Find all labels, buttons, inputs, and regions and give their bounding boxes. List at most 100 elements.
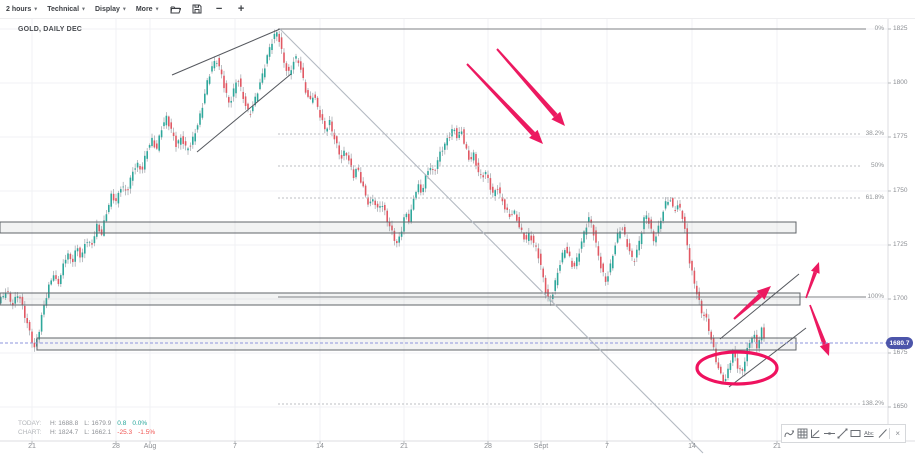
arrow-head: [529, 129, 543, 144]
top-toolbar: 2 hours ▼ Technical ▼ Display ▼ More ▼ − +: [0, 0, 915, 19]
stats-change-percent: -1.5%: [138, 429, 156, 436]
horizontal-line-icon[interactable]: [823, 426, 835, 441]
drawing-toolbar: Abc ×: [781, 424, 906, 443]
toolbar-separator: [889, 428, 891, 439]
price-zone-box[interactable]: [0, 221, 797, 234]
price-zone-box[interactable]: [0, 292, 801, 306]
save-icon: [192, 4, 202, 14]
chart-area[interactable]: GOLD, DAILY DEC TODAY: H: 1688.8 L: 1679.9…: [0, 19, 915, 454]
price-tick-label: 1675: [893, 349, 908, 356]
time-tick-label: 21: [773, 443, 781, 450]
descending-trendline[interactable]: [279, 28, 704, 454]
last-price-value: 1680.7: [889, 339, 910, 347]
menu-label: More: [135, 5, 153, 13]
fib-level-label: 138.2%: [861, 400, 884, 407]
stats-scope-label: CHART:: [18, 429, 42, 436]
rising-channel-line[interactable]: [196, 73, 292, 153]
arrow-head: [819, 342, 830, 356]
open-folder-icon[interactable]: [169, 3, 182, 16]
indicators-grid-icon[interactable]: [797, 426, 809, 441]
time-tick-label: 28: [112, 443, 120, 450]
chevron-down-icon: ▼: [33, 6, 39, 13]
price-tick-label: 1750: [893, 187, 908, 194]
chevron-down-icon: ▼: [121, 6, 127, 13]
stats-row: CHART: H: 1824.7 L: 1662.1 -25.3 -1.5%: [18, 428, 155, 437]
chevron-down-icon: ▼: [154, 6, 160, 13]
stats-high-value: H: 1688.8: [50, 420, 79, 427]
ray-icon[interactable]: [876, 426, 888, 441]
stats-low-value: L: 1662.1: [84, 429, 112, 436]
last-price-badge: 1680.7: [886, 337, 913, 349]
ellipse-annotation[interactable]: [695, 350, 779, 386]
price-tick-label: 1775: [893, 133, 908, 140]
text-tool-icon[interactable]: Abc: [863, 426, 875, 441]
price-tick-label: 1650: [893, 403, 908, 410]
arrow-annotation[interactable]: [733, 293, 763, 320]
close-toolbar-button[interactable]: ×: [892, 426, 904, 441]
trend-angle-icon[interactable]: [810, 426, 822, 441]
menu-label: Technical: [47, 5, 80, 13]
close-icon: ×: [895, 429, 900, 438]
rectangle-icon: [850, 430, 861, 437]
stats-low-value: L: 1679.9: [84, 420, 112, 427]
time-tick-label: 21: [28, 443, 36, 450]
menu-label: 2 hours: [6, 5, 32, 13]
menu-technical[interactable]: Technical ▼: [47, 6, 86, 13]
arrow-head: [811, 262, 820, 274]
price-tick-label: 1725: [893, 241, 908, 248]
menu-label: Display: [94, 5, 120, 13]
stats-change-value: 0.8: [117, 420, 127, 427]
arrow-annotation[interactable]: [466, 63, 536, 136]
menu-2-hours[interactable]: 2 hours ▼: [6, 6, 38, 13]
stats-panel: TODAY: H: 1688.8 L: 1679.9 0.8 0.0% CHART: H: …: [18, 419, 155, 437]
stats-change-value: -25.3: [117, 429, 133, 436]
mini-channel-line[interactable]: [719, 273, 800, 340]
arrow-head: [756, 286, 771, 300]
fibonacci-retracement[interactable]: [278, 28, 866, 405]
zoom-in-icon: +: [237, 2, 245, 15]
time-tick-label: 14: [316, 443, 324, 450]
axis-borders: [0, 19, 915, 444]
menu-display[interactable]: Display ▼: [95, 6, 127, 13]
stats-change-percent: 0.0%: [132, 420, 148, 427]
chart-canvas[interactable]: [0, 19, 915, 454]
time-tick-label: Sept: [533, 443, 549, 450]
zoom-in-icon[interactable]: +: [235, 3, 248, 16]
trendline-icon[interactable]: [836, 426, 848, 441]
arrow-annotation[interactable]: [496, 48, 558, 118]
user-drawings[interactable]: [0, 28, 807, 454]
time-tick-label: 14: [688, 443, 696, 450]
fib-level-label: 61.8%: [865, 194, 884, 201]
indicators-grid-icon: [797, 428, 808, 439]
open-folder-icon: [170, 6, 181, 13]
trend-angle-icon: [811, 429, 820, 438]
price-zone-box[interactable]: [36, 337, 797, 351]
stats-high-value: H: 1824.7: [50, 429, 79, 436]
draw-arrow-icon: [784, 430, 794, 438]
rising-channel-line[interactable]: [171, 28, 281, 76]
arrow-head: [551, 111, 565, 126]
draw-arrow-icon[interactable]: [783, 426, 795, 441]
annotations[interactable]: [466, 48, 830, 386]
save-icon[interactable]: [191, 3, 204, 16]
text-tool-icon: Abc: [864, 430, 874, 437]
trendline-icon: [837, 428, 848, 439]
fib-level-label: 38.2%: [865, 130, 884, 137]
horizontal-line-icon: [823, 432, 835, 435]
fib-level-label: 50%: [870, 162, 884, 169]
price-tick-label: 1800: [893, 79, 908, 86]
time-tick-label: 28: [484, 443, 492, 450]
stats-row: TODAY: H: 1688.8 L: 1679.9 0.8 0.0%: [18, 419, 155, 428]
time-tick-label: Aug: [143, 443, 157, 450]
time-tick-label: 21: [400, 443, 408, 450]
symbol-title: GOLD, DAILY DEC: [18, 26, 83, 33]
rectangle-icon[interactable]: [850, 426, 862, 441]
zoom-out-icon[interactable]: −: [213, 3, 226, 16]
time-tick-label: 7: [605, 443, 609, 450]
price-tick-label: 1825: [893, 25, 908, 32]
price-tick-label: 1700: [893, 295, 908, 302]
arrow-annotation[interactable]: [809, 304, 827, 346]
arrow-annotation[interactable]: [805, 271, 818, 299]
menu-more[interactable]: More ▼: [136, 6, 160, 13]
